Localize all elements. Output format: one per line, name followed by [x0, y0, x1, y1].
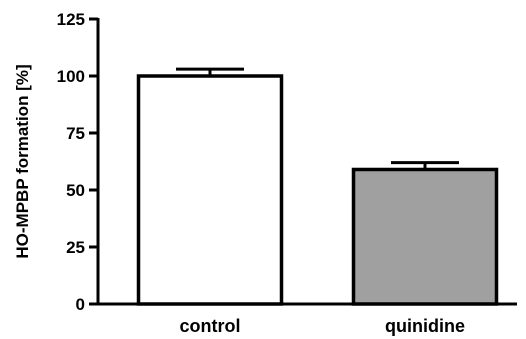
error-bars-group — [176, 67, 459, 170]
axes-group — [96, 18, 517, 306]
y-ticks-group: 0 25 50 75 100 125 — [57, 10, 98, 314]
category-label: quinidine — [385, 316, 465, 336]
y-axis-label: HO-MPBP formation [%] — [13, 64, 32, 258]
bar-control — [136, 74, 284, 306]
bar-quinidine — [351, 167, 499, 306]
y-tick-label: 50 — [66, 181, 85, 200]
category-label: control — [180, 316, 241, 336]
y-tick-label: 125 — [57, 10, 85, 29]
y-tick-label: 75 — [66, 124, 85, 143]
x-labels-group: control quinidine — [180, 316, 466, 336]
y-tick-label: 100 — [57, 67, 85, 86]
y-tick-label: 25 — [66, 238, 85, 257]
bars-group — [136, 74, 499, 306]
y-tick-label: 0 — [76, 295, 85, 314]
